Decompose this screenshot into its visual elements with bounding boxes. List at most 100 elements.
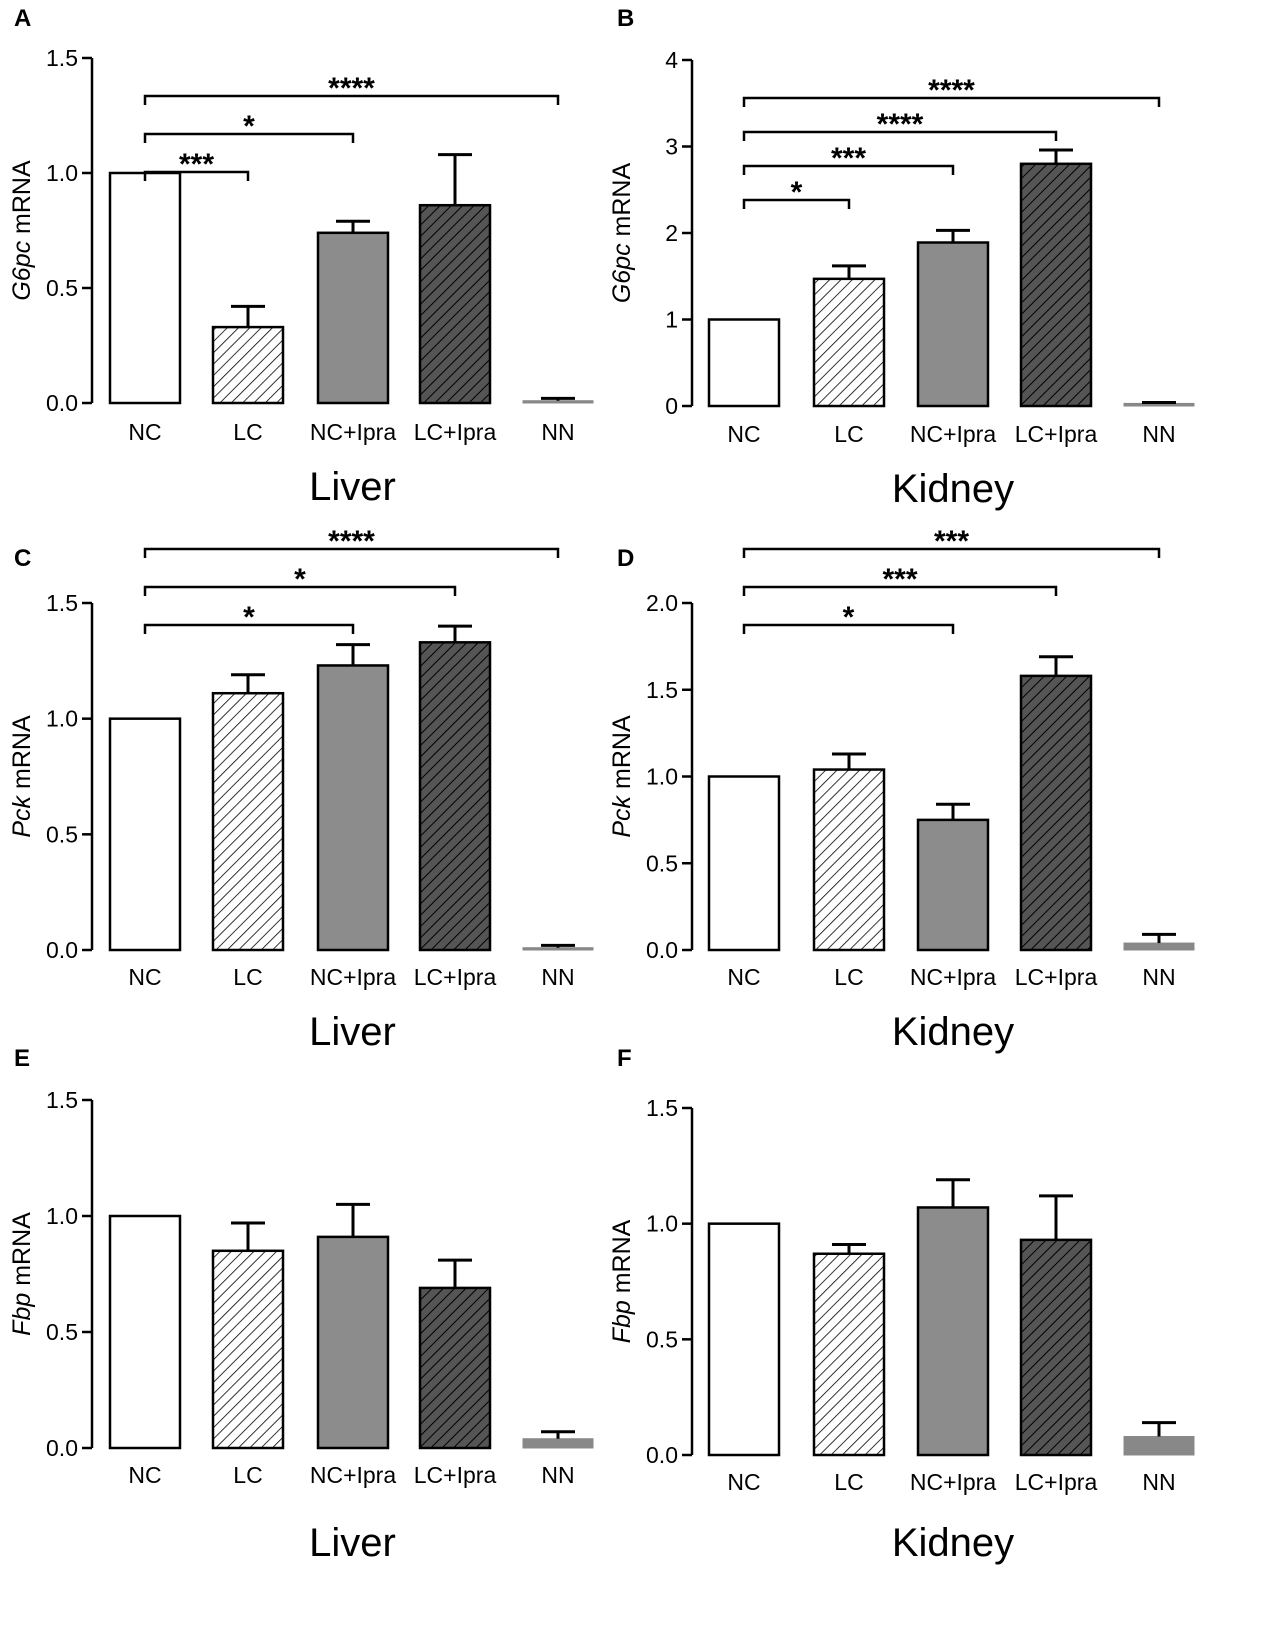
y-tick-label: 1.0: [646, 764, 678, 790]
y-axis-label-unit: mRNA: [608, 163, 636, 244]
panel-title: Kidney: [892, 467, 1014, 511]
significance-label: *: [843, 601, 855, 634]
x-tick-label: NC+Ipra: [910, 1469, 996, 1495]
y-tick-label: 0.0: [46, 1435, 78, 1461]
y-axis-label: Pck mRNA: [8, 715, 36, 838]
significance-label: ****: [328, 525, 375, 558]
y-axis-label-gene: Fbp: [608, 1300, 636, 1343]
panel-title: Kidney: [892, 1010, 1014, 1054]
bar-nc-ipra: [316, 1235, 390, 1450]
x-tick-label: LC+Ipra: [414, 1462, 497, 1488]
bar-nc-ipra: [916, 1206, 990, 1457]
chart-panel-e: E 0.0 0.5 1.0 1.5 Fbp mRNA NC LC NC+Ipra LC+Ipra N…: [8, 1045, 594, 1565]
significance-label: *: [243, 601, 255, 634]
y-tick-label: 1.5: [46, 590, 78, 616]
y-axis-label-unit: mRNA: [608, 715, 636, 796]
significance-bracket: [742, 198, 851, 209]
bar-nn: [1123, 942, 1195, 951]
x-tick-label: NN: [1142, 421, 1175, 447]
y-tick-label: 0: [665, 393, 678, 419]
bar-lc-ipra: [418, 1286, 492, 1450]
y-tick-label: 3: [665, 134, 678, 160]
x-tick-label: NC+Ipra: [310, 1462, 396, 1488]
significance-bracket: [742, 96, 1161, 107]
bar-nn: [522, 400, 594, 404]
bar-nc: [108, 717, 182, 952]
significance-bracket: [143, 585, 457, 596]
y-tick-label: 1.5: [46, 1087, 78, 1113]
bar-lc-ipra: [418, 203, 492, 405]
y-tick-label: 0.0: [646, 1442, 678, 1468]
x-tick-label: NC: [727, 1469, 760, 1495]
significance-label: ***: [882, 563, 917, 596]
x-tick-label: LC+Ipra: [1015, 964, 1098, 990]
x-tick-label: NC+Ipra: [310, 419, 396, 445]
x-tick-label: LC+Ipra: [414, 964, 497, 990]
y-axis-label-gene: Pck: [608, 794, 636, 837]
panel-letter: F: [617, 1045, 632, 1072]
significance-label: ****: [928, 74, 975, 107]
significance-bracket: [742, 130, 1058, 141]
bar-lc-ipra: [1019, 1238, 1093, 1457]
panel-title: Kidney: [892, 1521, 1014, 1565]
bar-lc-ipra: [418, 641, 492, 952]
y-tick-label: 2: [665, 220, 678, 246]
x-tick-label: LC: [233, 419, 262, 445]
bar-nc: [707, 318, 781, 408]
bar-nn: [522, 947, 594, 951]
panel-title: Liver: [309, 1010, 396, 1054]
bar-nn: [1123, 1435, 1195, 1456]
y-axis-label-gene: G6pc: [608, 243, 636, 303]
x-tick-label: NC: [727, 964, 760, 990]
y-tick-label: 0.0: [46, 390, 78, 416]
chart-panel-c: C 0.0 0.5 1.0 1.5 Pck mRNA NC LC NC+Ipra LC+Ipra N…: [8, 525, 594, 1054]
panel-letter: A: [14, 5, 31, 32]
significance-bracket: [742, 585, 1058, 596]
panel-title: Liver: [309, 1521, 396, 1565]
x-tick-label: NN: [541, 964, 574, 990]
bar-nn: [522, 1438, 594, 1449]
x-tick-label: LC+Ipra: [1015, 1469, 1098, 1495]
bar-nc: [108, 1214, 182, 1450]
significance-label: ***: [179, 148, 214, 181]
x-tick-label: NC: [128, 964, 161, 990]
significance-label: *: [243, 110, 255, 143]
y-axis-label: Fbp mRNA: [8, 1212, 36, 1336]
x-tick-label: LC: [834, 964, 863, 990]
y-axis-label: G6pc mRNA: [608, 163, 636, 304]
bar-nc: [707, 1222, 781, 1457]
bar-nc-ipra: [316, 231, 390, 405]
x-tick-label: NN: [1142, 964, 1175, 990]
y-tick-label: 1: [665, 307, 678, 333]
y-tick-label: 0.5: [646, 1326, 678, 1352]
bar-lc: [211, 691, 285, 952]
significance-bracket: [143, 132, 355, 143]
x-tick-label: NC: [128, 419, 161, 445]
y-axis-label-unit: mRNA: [8, 1212, 36, 1293]
chart-panel-a: A 0.0 0.5 1.0 1.5 G6pc mRNA NC LC NC+Ipra LC+Ipra…: [8, 5, 594, 509]
significance-label: *: [791, 176, 803, 209]
significance-label: ***: [831, 142, 866, 175]
significance-label: ****: [877, 108, 924, 141]
x-tick-label: NC+Ipra: [310, 964, 396, 990]
bar-lc: [211, 1249, 285, 1450]
significance-bracket: [143, 170, 250, 181]
chart-panel-d: D 0.0 0.5 1.0 1.5 2.0 Pck mRNA NC LC NC+Ipra LC+Ip…: [608, 525, 1195, 1054]
bar-lc: [812, 277, 886, 408]
significance-bracket: [742, 547, 1161, 558]
y-tick-label: 2.0: [646, 590, 678, 616]
significance-bracket: [143, 623, 355, 634]
bar-nc-ipra: [916, 241, 990, 408]
y-axis-label-unit: mRNA: [8, 160, 36, 241]
bar-nc-ipra: [916, 818, 990, 952]
y-tick-label: 1.5: [646, 1095, 678, 1121]
x-tick-label: LC: [834, 421, 863, 447]
bar-nc: [707, 775, 781, 952]
significance-bracket: [742, 623, 955, 634]
y-tick-label: 1.5: [646, 677, 678, 703]
y-tick-label: 0.5: [46, 821, 78, 847]
significance-bracket: [742, 164, 955, 175]
y-axis-label-unit: mRNA: [608, 1219, 636, 1300]
